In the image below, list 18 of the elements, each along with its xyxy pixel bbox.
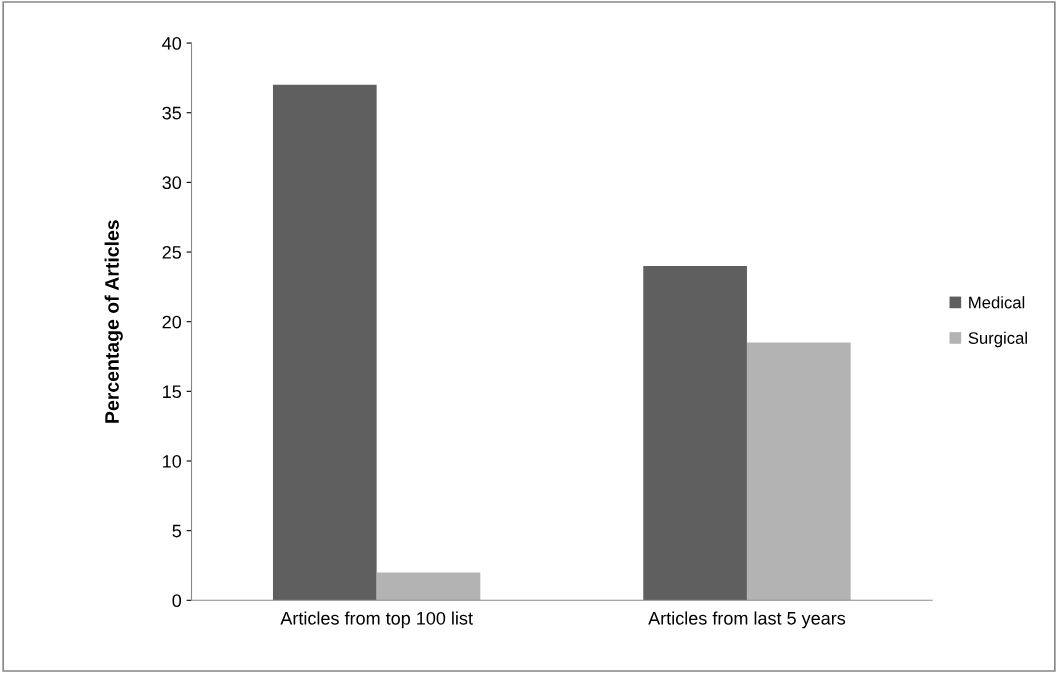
y-tick-label: 5 (172, 524, 182, 538)
x-tick-label: Articles from top 100 list (280, 611, 473, 629)
bar (643, 265, 747, 601)
x-tick-label: Articles from last 5 years (648, 611, 846, 629)
bar (746, 342, 851, 601)
y-tick-label: 25 (162, 245, 182, 259)
y-tick-label: 40 (162, 37, 182, 50)
y-tick-label: 0 (172, 594, 182, 608)
bar (272, 84, 377, 601)
legend-label: Medical (969, 296, 1025, 309)
y-tick-label: 15 (163, 385, 182, 399)
y-tick-label: 35 (162, 106, 182, 120)
y-tick-label: 30 (162, 176, 182, 190)
y-tick-label: 20 (162, 315, 182, 329)
y-tick-label: 10 (163, 454, 182, 468)
bar (376, 572, 481, 601)
y-axis-title: Percentage of Articles (104, 220, 123, 423)
legend-label: Surgical (968, 331, 1027, 348)
